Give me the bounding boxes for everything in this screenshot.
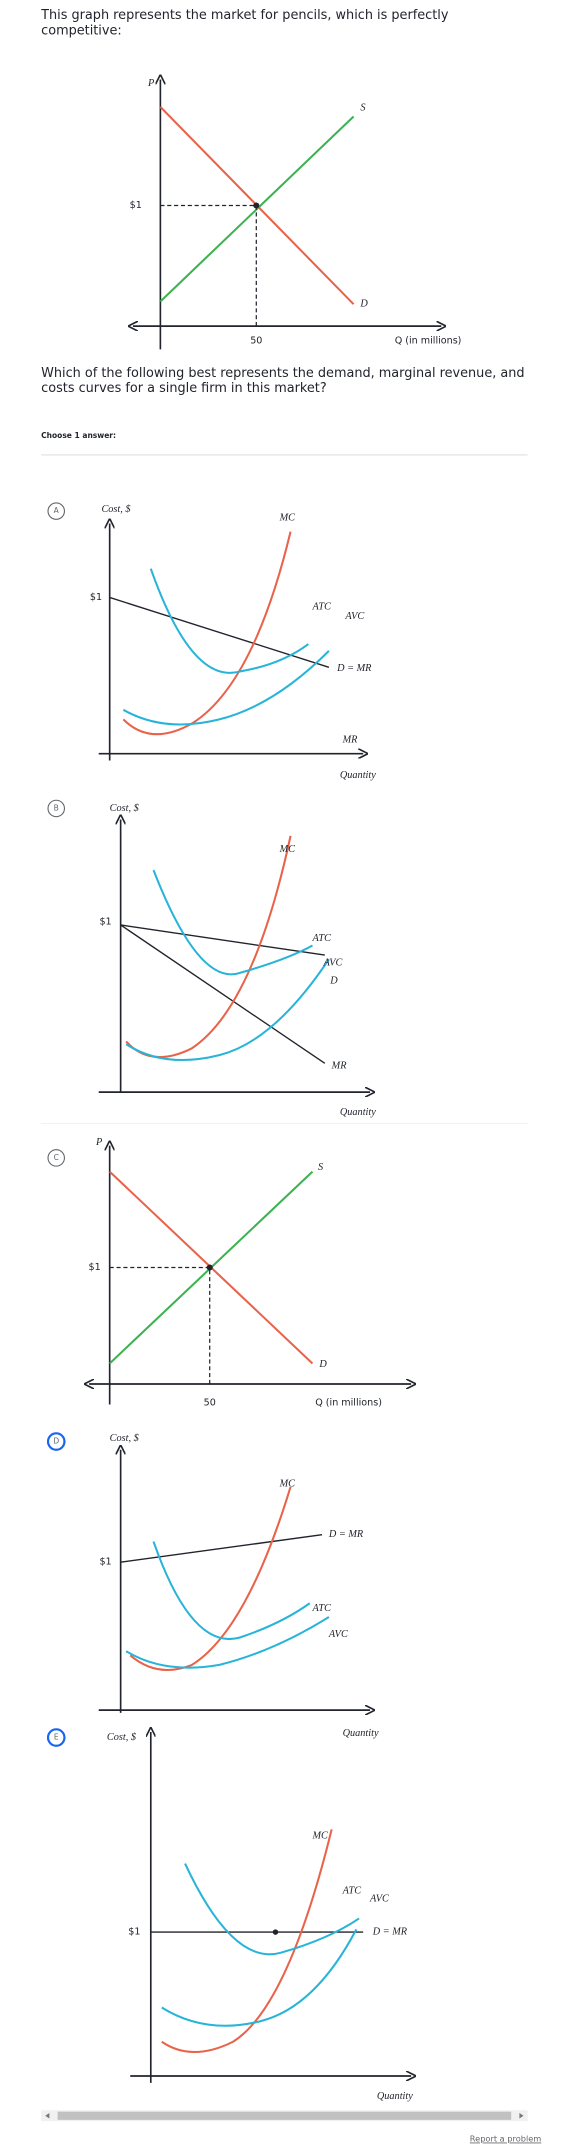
mc-label: MC (311, 1831, 328, 1842)
atc-curve (149, 568, 309, 674)
quantity-label: 50 (250, 336, 262, 347)
avc-curve (125, 1616, 330, 1669)
prompt-box: Which of the following best represents t… (41, 365, 525, 397)
demand-curve (120, 924, 325, 956)
x-label: Q (in millions) (395, 336, 462, 347)
mc-label: MC (279, 844, 296, 855)
demand-label: D = MR (328, 1529, 364, 1540)
option-e[interactable]: E Cost, $ $1 MC ATC AVC D = MR Quantity (46, 1728, 413, 2102)
demand-label: D (329, 975, 338, 986)
scroll-thumb[interactable] (57, 2111, 512, 2120)
avc-curve (161, 1928, 358, 2027)
avc-label: AVC (322, 958, 342, 969)
y-label: Cost, $ (110, 803, 139, 814)
question: This graph represents the market for pen… (41, 8, 449, 39)
price-label: $1 (130, 200, 142, 211)
atc-label: ATC (311, 601, 331, 612)
market-graph: P $1 50 S D Q (in millions) (130, 78, 462, 350)
y-label: Cost, $ (110, 1433, 139, 1444)
intersection-point (272, 1929, 279, 1935)
demand-curve (109, 596, 330, 668)
mr-label: MR (331, 1060, 348, 1071)
mc-curve (122, 531, 292, 736)
x-label: Quantity (340, 1107, 376, 1118)
atc-label: ATC (342, 1885, 362, 1896)
radio[interactable] (46, 1432, 66, 1451)
scrollbar[interactable] (41, 2110, 528, 2122)
radio[interactable] (47, 1149, 66, 1167)
option-a[interactable]: A Cost, $ $1 MC ATC AVC D = MR MR Quanti… (47, 502, 376, 781)
quantity-label: 50 (204, 1398, 216, 1409)
x-label: Q (in millions) (315, 1398, 382, 1409)
price-label: $1 (99, 917, 111, 928)
x-label: Quantity (343, 1728, 379, 1739)
demand-curve (120, 1534, 323, 1563)
scroll-left[interactable] (45, 2113, 50, 2119)
question-box: This graph represents the market for pen… (41, 8, 449, 39)
option-d[interactable]: D Cost, $ $1 MC D = MR ATC AVC Quantity (46, 1432, 379, 1739)
price-label: $1 (99, 1557, 111, 1568)
y-label: Cost, $ (101, 504, 130, 515)
option-letter: E (54, 1733, 59, 1742)
x-label: Quantity (377, 2091, 413, 2102)
equilibrium-guide (109, 1266, 211, 1385)
atc-label: ATC (311, 933, 331, 944)
radio[interactable] (47, 502, 66, 520)
avc-label: AVC (344, 611, 364, 622)
atc-curve (184, 1863, 360, 1956)
option-letter: A (54, 506, 60, 515)
option-b[interactable]: B Cost, $ $1 MC ATC AVC D MR Quantity (47, 799, 376, 1118)
mc-label: MC (279, 512, 296, 523)
report-link[interactable]: Report a problem (470, 2134, 542, 2144)
atc-curve (152, 1541, 311, 1640)
atc-label: ATC (311, 1603, 331, 1614)
demand-label: D = MR (372, 1926, 408, 1937)
price-label: $1 (128, 1927, 140, 1938)
equilibrium-point (253, 202, 260, 209)
option-c[interactable]: C P $1 50 S D Q (in millions) (47, 1137, 411, 1409)
mc-curve (129, 1486, 292, 1671)
y-label: P (95, 1137, 103, 1148)
mr-label: MR (342, 734, 359, 745)
price-label: $1 (90, 592, 102, 603)
supply-label: S (360, 103, 365, 114)
mc-label: MC (279, 1478, 296, 1489)
option-letter: B (54, 803, 59, 812)
supply-label: S (318, 1162, 323, 1173)
demand-label: D (359, 299, 368, 310)
supply-curve (159, 115, 355, 303)
instruction: Choose 1 answer: (41, 431, 116, 440)
atc-curve (152, 869, 313, 976)
avc-label: AVC (369, 1894, 389, 1905)
scroll-right[interactable] (519, 2113, 524, 2119)
price-label: $1 (89, 1262, 101, 1273)
option-letter: D (53, 1437, 59, 1446)
mr-curve (120, 924, 326, 1064)
demand-label: D (318, 1359, 327, 1370)
equilibrium-point (206, 1264, 213, 1271)
avc-curve (122, 650, 330, 726)
y-label: Cost, $ (107, 1732, 136, 1743)
demand-label: D = MR (336, 663, 372, 674)
radio[interactable] (46, 1728, 66, 1747)
x-label: Quantity (340, 770, 376, 781)
avc-curve (125, 958, 330, 1061)
avc-label: AVC (328, 1629, 348, 1640)
prompt: Which of the following best represents t… (41, 365, 525, 397)
option-letter: C (54, 1153, 59, 1162)
y-label: P (147, 78, 155, 89)
mc-curve (161, 1829, 333, 2053)
radio[interactable] (47, 799, 66, 818)
